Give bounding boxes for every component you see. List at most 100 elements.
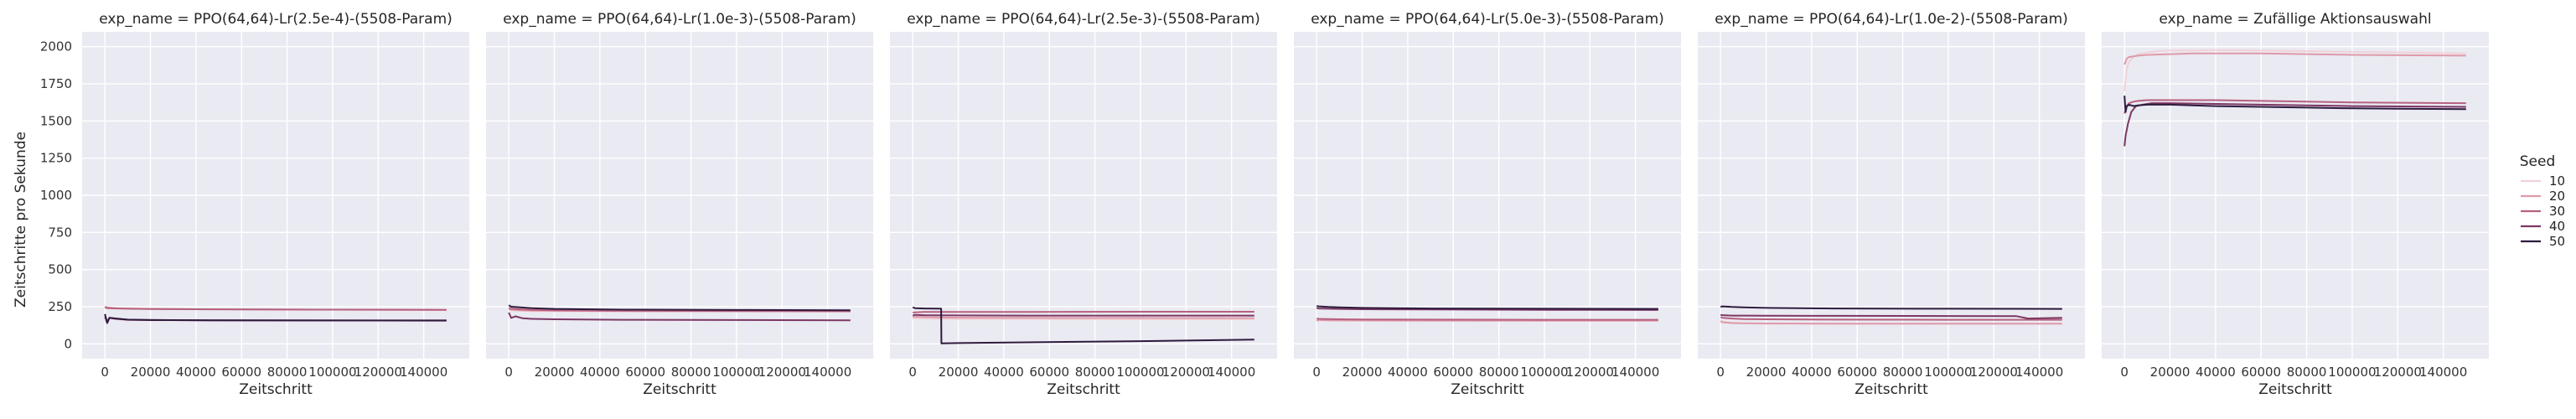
y-tick-label: 1000 [40,188,72,203]
x-tick-label: 40000 [580,365,620,380]
series-line-seed-50 [508,304,851,312]
series-line-seed-30 [2123,99,2466,114]
y-tick-label: 1250 [40,151,72,166]
x-tick-label: 120000 [1970,365,2018,380]
series-line-seed-10 [913,317,1254,320]
y-axis-label: Zeitschritte pro Sekunde [13,132,29,308]
x-tick-label: 20000 [1746,365,1787,380]
x-tick-label: 120000 [2374,365,2422,380]
series-line-seed-20 [1316,318,1658,322]
series-line-seed-40 [912,313,1254,317]
legend-entry: 40 [2521,219,2565,234]
x-tick-label: 80000 [671,365,711,380]
y-tick-label: 1500 [40,113,72,128]
x-tick-label: 40000 [2196,365,2236,380]
y-tick-label: 250 [48,299,72,314]
x-tick-label: 140000 [400,365,447,380]
x-tick-label: 0 [101,365,109,380]
legend-title: Seed [2520,153,2556,170]
x-tick-label: 80000 [1479,365,1519,380]
x-tick-label: 80000 [2287,365,2327,380]
panel-5: exp_name = PPO(64,64)-Lr(1.0e-2)-(5508-P… [1698,11,2085,398]
x-tick-label: 20000 [2150,365,2191,380]
x-tick-label: 60000 [2241,365,2281,380]
series-line-seed-50 [104,313,447,324]
panel-6: exp_name = Zufällige Aktionsauswahl 0 2000… [2102,11,2489,398]
x-tick-label: 20000 [131,365,171,380]
legend-label: 40 [2549,219,2565,234]
x-tick-label: 20000 [1342,365,1383,380]
legend-entry: 30 [2521,204,2565,219]
panel-title: exp_name = PPO(64,64)-Lr(5.0e-3)-(5508-P… [1311,11,1664,28]
x-tick-label: 100000 [1924,365,1972,380]
x-tick-label: 60000 [625,365,665,380]
panels: exp_name = PPO(64,64)-Lr(2.5e-4)-(5508-P… [40,11,2489,398]
x-tick-label: 140000 [1611,365,1659,380]
series-line-seed-50 [1316,305,1658,310]
x-tick-label: 100000 [308,365,356,380]
x-tick-label: 120000 [1566,365,1614,380]
x-tick-label: 0 [908,365,917,380]
panel-4: exp_name = PPO(64,64)-Lr(5.0e-3)-(5508-P… [1294,11,1681,398]
series-line-seed-30 [913,311,1254,313]
series-line-seed-50 [2123,96,2466,113]
series-line-seed-40 [508,312,851,322]
legend-label: 50 [2549,234,2565,249]
x-tick-label: 140000 [2015,365,2063,380]
x-axis-label: Zeitschritt [643,381,716,398]
legend-entry: 20 [2521,189,2565,204]
panel-3: exp_name = PPO(64,64)-Lr(2.5e-3)-(5508-P… [890,11,1277,398]
x-tick-label: 0 [504,365,513,380]
x-tick-label: 140000 [2419,365,2467,380]
x-axis-label: Zeitschritt [1451,381,1524,398]
legend-entry: 10 [2521,173,2565,189]
x-tick-label: 60000 [221,365,261,380]
x-tick-label: 20000 [535,365,575,380]
x-axis-label: Zeitschritt [239,381,313,398]
x-tick-label: 0 [1312,365,1321,380]
x-tick-label: 0 [2120,365,2129,380]
series-line-seed-40 [1316,307,1658,311]
x-tick-label: 120000 [758,365,806,380]
series-line-seed-20 [913,316,1254,319]
series-line-seed-20 [2123,52,2466,65]
x-tick-label: 60000 [1837,365,1877,380]
legend-label: 20 [2549,189,2565,204]
y-tick-label: 1750 [40,76,72,91]
y-tick-label: 500 [48,262,72,277]
x-tick-label: 80000 [1075,365,1115,380]
series-line-seed-40 [2123,102,2466,147]
x-tick-label: 100000 [1520,365,1568,380]
series-line-seed-10 [2123,49,2466,92]
legend-label: 30 [2549,204,2565,219]
panel-title: exp_name = Zufällige Aktionsauswahl [2159,11,2431,28]
panel-2: exp_name = PPO(64,64)-Lr(1.0e-3)-(5508-P… [486,11,873,398]
x-axis-label: Zeitschritt [1047,381,1120,398]
x-tick-label: 140000 [804,365,851,380]
x-tick-label: 40000 [1792,365,1832,380]
x-tick-label: 40000 [984,365,1024,380]
y-tick-label: 2000 [40,39,72,54]
x-tick-label: 80000 [267,365,308,380]
series-line-seed-30 [1316,318,1658,321]
series-line-seed-50 [912,306,1254,344]
y-tick-label: 750 [48,225,72,240]
x-tick-label: 40000 [1388,365,1428,380]
x-tick-label: 0 [1716,365,1725,380]
series-line-seed-50 [1720,305,2062,310]
series-line-seed-20 [1720,320,2062,325]
x-tick-label: 60000 [1433,365,1473,380]
x-axis-label: Zeitschritt [1854,381,1928,398]
legend-entry: 50 [2521,234,2565,249]
x-tick-label: 120000 [354,365,402,380]
x-tick-label: 100000 [2328,365,2376,380]
series-line-seed-40 [1720,313,2062,320]
series-line-seed-30 [104,306,447,311]
panel-1: exp_name = PPO(64,64)-Lr(2.5e-4)-(5508-P… [40,11,469,398]
panel-title: exp_name = PPO(64,64)-Lr(2.5e-4)-(5508-P… [99,11,453,28]
x-tick-label: 80000 [1883,365,1923,380]
x-tick-label: 140000 [1208,365,1255,380]
x-tick-label: 100000 [1116,365,1164,380]
